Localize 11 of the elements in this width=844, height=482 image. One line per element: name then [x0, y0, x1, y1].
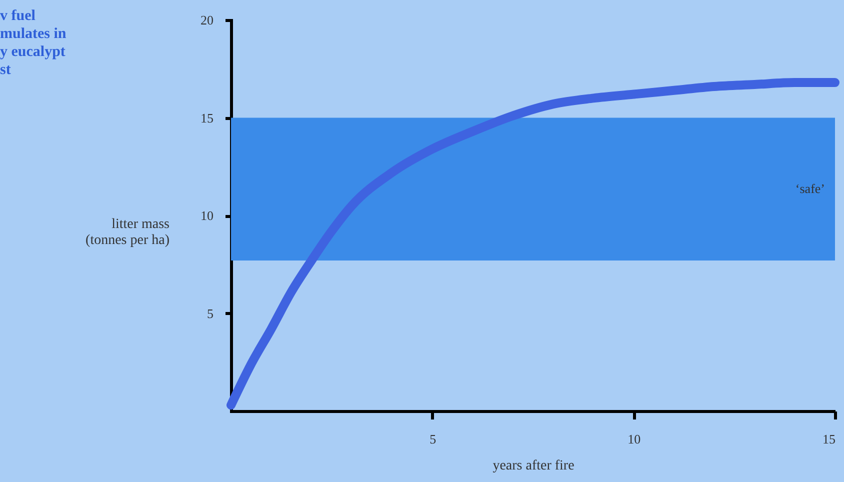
x-axis-title: years after fire [492, 458, 574, 474]
band-label: ‘safe’ [795, 181, 825, 196]
y-tick-label: 5 [207, 306, 214, 321]
y-tick-label: 20 [200, 12, 214, 28]
text: v fuel mulates in y eucalypt st [0, 8, 67, 78]
y-tick-label: 10 [200, 208, 214, 223]
y-tick-label: 15 [200, 110, 214, 126]
x-tick-label: 5 [430, 432, 436, 446]
y-axis-title: litter mass (tonnes per ha) [86, 216, 170, 248]
x-tick-label: 15 [822, 432, 836, 446]
x-tick-label: 10 [628, 432, 641, 446]
